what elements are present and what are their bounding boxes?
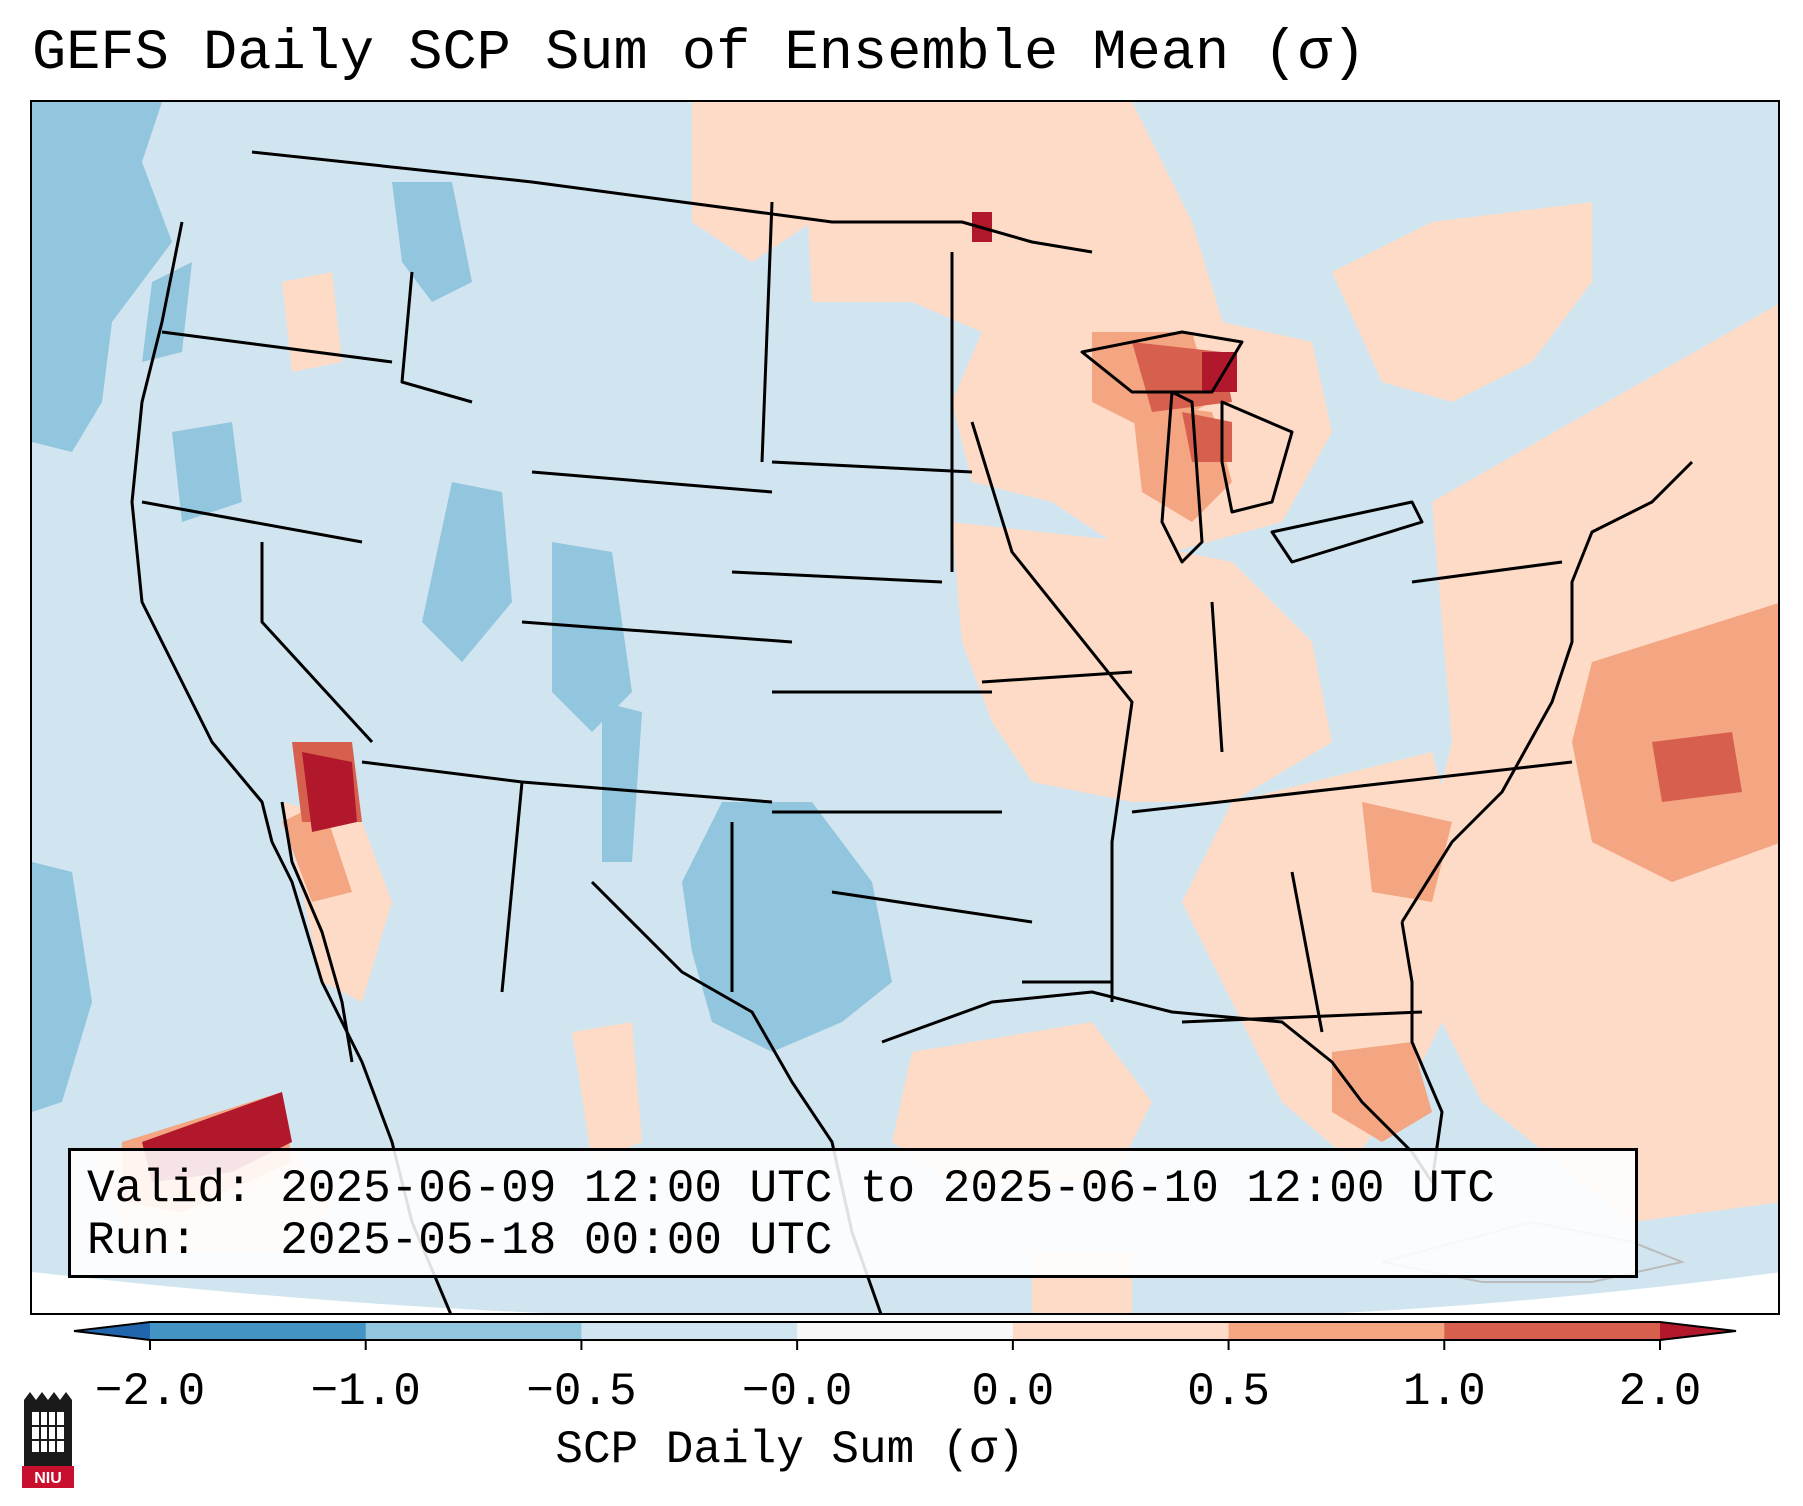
state-line-co-nm — [521, 780, 773, 804]
state-line-mt-wy — [531, 470, 773, 494]
colorbar-extend-min — [74, 1322, 150, 1340]
map-title: GEFS Daily SCP Sum of Ensemble Mean (σ) — [32, 22, 1367, 86]
colorbar-ticks — [149, 1340, 1661, 1350]
nevada-blue-patch — [172, 422, 242, 522]
state-line-pa-ny — [1411, 560, 1563, 584]
state-line-mississippi — [970, 421, 1134, 1002]
run-value: 2025-05-18 00:00 UTC — [280, 1215, 833, 1267]
texas-blue-patch — [682, 802, 892, 1052]
valid-line: Valid: 2025-06-09 12:00 UTC to 2025-06-1… — [87, 1163, 1495, 1215]
northern-plains-positive — [802, 102, 1232, 362]
idaho-blue-patch — [392, 182, 472, 302]
state-line-ga-fl — [1181, 1010, 1423, 1024]
anomaly-fields — [32, 102, 1778, 1313]
baja-coast — [280, 801, 354, 1063]
midwest-positive — [952, 522, 1332, 802]
colorbar-tick-label: 0.0 — [971, 1366, 1055, 1418]
colorbar-segments — [73, 1321, 1737, 1341]
colorbar-segment — [581, 1322, 798, 1340]
niu-logo: NIU — [22, 1392, 74, 1488]
projection-edge-left — [32, 1272, 545, 1313]
colorbar-tick-label: 0.5 — [1187, 1366, 1270, 1418]
colorbar-tick-label: −2.0 — [94, 1366, 206, 1418]
state-line-oh-in — [1210, 601, 1224, 753]
colorbar-tick-label: −1.0 — [310, 1366, 421, 1418]
valid-value: 2025-06-09 12:00 UTC to 2025-06-10 12:00… — [280, 1163, 1495, 1215]
socal-extreme — [302, 752, 357, 832]
montana-positive — [692, 102, 812, 262]
utah-blue-patch — [422, 482, 512, 662]
state-line-or-ca — [141, 500, 363, 544]
logo-text: NIU — [34, 1470, 62, 1487]
valid-label: Valid: — [87, 1163, 253, 1215]
state-line-ga-al — [1290, 871, 1324, 1033]
map-panel: Valid: 2025-06-09 12:00 UTC to 2025-06-1… — [30, 100, 1780, 1315]
lake-superior — [1080, 330, 1244, 394]
superior-extreme — [1202, 352, 1237, 392]
colorbar-segment — [1228, 1322, 1445, 1340]
state-line-ia-mo — [981, 670, 1133, 684]
baja-moderate — [282, 802, 352, 902]
colorado-blue-patch — [552, 542, 632, 732]
state-line-wy-co — [521, 620, 793, 644]
colorbar-label: SCP Daily Sum (σ) — [555, 1424, 1025, 1476]
east-coast — [1400, 460, 1694, 923]
state-line-dakotas — [771, 460, 973, 474]
projection-edge-right — [1339, 1272, 1778, 1313]
scp-map — [32, 102, 1778, 1313]
state-line-ok-tx — [831, 890, 1033, 924]
west-coast — [130, 221, 452, 1313]
run-line: Run: 2025-05-18 00:00 UTC — [87, 1215, 832, 1267]
colorbar-segment — [1444, 1322, 1661, 1340]
positive-patches — [92, 102, 1778, 1313]
colorbar-extend-max — [1660, 1322, 1736, 1340]
colorbar-segment — [365, 1322, 582, 1340]
colorbar — [73, 1321, 1737, 1350]
newmexico-blue-strip — [602, 702, 642, 862]
pacific-blue-patch-2 — [142, 262, 192, 362]
colorbar-tick-label: −0.5 — [526, 1366, 637, 1418]
colorbar-tick-label: 1.0 — [1402, 1366, 1486, 1418]
pacific-blue-patch-1 — [32, 102, 172, 452]
florida-moderate — [1332, 1042, 1432, 1142]
colorbar-segment — [150, 1322, 367, 1340]
pacific-blue-patch-3 — [32, 862, 92, 1112]
mexico-positive — [572, 1022, 642, 1162]
run-label: Run: — [87, 1215, 198, 1267]
state-line-tn-ky — [1131, 760, 1573, 814]
state-line-nd-mt — [760, 201, 774, 463]
gulf-positive — [892, 1022, 1152, 1182]
validity-info-box: Valid: 2025-06-09 12:00 UTC to 2025-06-1… — [68, 1148, 1638, 1278]
colorbar-tick-label: 2.0 — [1618, 1366, 1702, 1418]
colorbar-segment — [1012, 1322, 1230, 1340]
state-line-wa-or — [161, 330, 393, 364]
lake-erie — [1270, 500, 1424, 564]
colorbar-tick-label: −0.0 — [741, 1366, 853, 1418]
canada-border — [251, 150, 1093, 254]
lake-huron — [1220, 400, 1294, 514]
colorbar-segment — [797, 1322, 1014, 1340]
northeast-positive — [1332, 202, 1592, 402]
state-line-az-nm — [500, 781, 524, 993]
state-line-ca-nv — [260, 542, 374, 744]
state-line-sd-ne — [731, 570, 943, 584]
atlantic-strong — [1652, 732, 1742, 802]
lake-michigan — [1160, 390, 1204, 564]
state-line-id-mt — [400, 271, 473, 404]
gulf-coast-east — [881, 990, 1414, 1154]
great-basin-positive — [282, 272, 342, 372]
state-line-ut-az — [361, 760, 523, 784]
